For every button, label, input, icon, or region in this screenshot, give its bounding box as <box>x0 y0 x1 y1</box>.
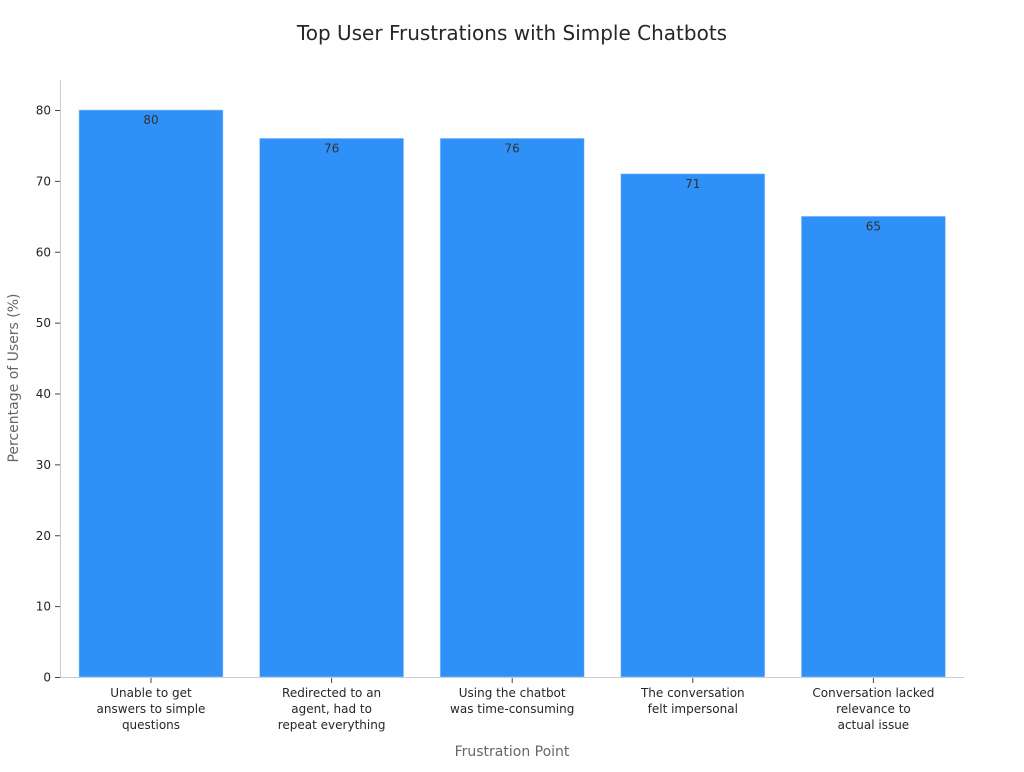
y-tick-label: 80 <box>36 104 51 118</box>
y-tick-label: 70 <box>36 174 51 188</box>
x-tick-label: Redirected to an <box>282 686 381 700</box>
y-tick-label: 0 <box>43 671 51 685</box>
bar <box>78 109 224 678</box>
bar <box>801 216 946 678</box>
y-tick-label: 50 <box>36 316 51 330</box>
y-tick-label: 60 <box>36 245 51 259</box>
bar-value-label: 76 <box>505 141 520 155</box>
x-tick-label: was time-consuming <box>450 702 574 716</box>
chart-title: Top User Frustrations with Simple Chatbo… <box>296 21 727 45</box>
x-tick-label: Unable to get <box>110 686 192 700</box>
y-tick-label: 20 <box>36 529 51 543</box>
x-tick-label: actual issue <box>838 718 910 732</box>
x-tick-label: answers to simple <box>97 702 206 716</box>
bar-value-label: 76 <box>324 141 339 155</box>
y-tick-label: 40 <box>36 387 51 401</box>
x-axis-label: Frustration Point <box>455 744 570 760</box>
bar-value-label: 65 <box>866 219 881 233</box>
bar <box>620 173 766 678</box>
x-tick-label: Using the chatbot <box>459 686 566 700</box>
x-tick-label: The conversation <box>640 686 745 700</box>
x-tick-label: felt impersonal <box>648 702 738 716</box>
y-tick-label: 30 <box>36 458 51 472</box>
bar <box>439 138 585 678</box>
x-tick-label: agent, had to <box>291 702 372 716</box>
x-tick-label: questions <box>122 718 180 732</box>
x-tick-label: Conversation lacked <box>812 686 934 700</box>
y-tick-label: 10 <box>36 600 51 614</box>
bar-value-label: 80 <box>143 113 158 127</box>
x-tick-label: repeat everything <box>278 718 386 732</box>
x-tick-label: relevance to <box>836 702 911 716</box>
bar-value-label: 71 <box>685 177 700 191</box>
y-axis-label: Percentage of Users (%) <box>6 293 22 462</box>
bar <box>259 138 404 678</box>
